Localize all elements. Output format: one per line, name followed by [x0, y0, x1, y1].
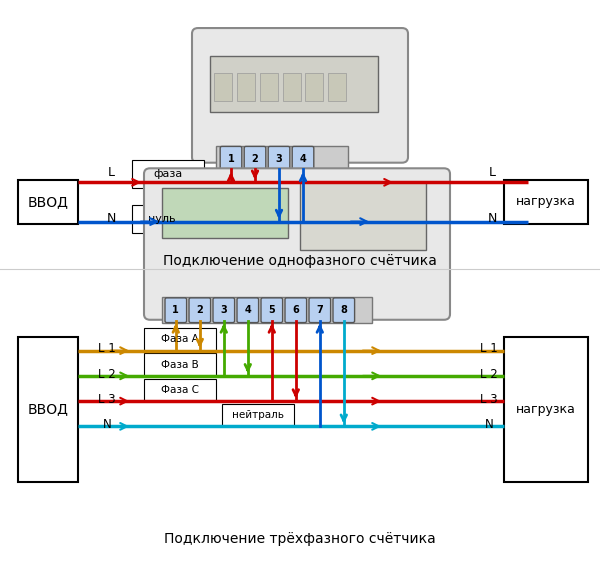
FancyBboxPatch shape [18, 180, 78, 224]
Text: ВВОД: ВВОД [28, 195, 68, 209]
Text: L 2: L 2 [98, 367, 116, 381]
Text: L 3: L 3 [480, 393, 498, 406]
Text: N: N [487, 212, 497, 226]
Text: 2: 2 [196, 305, 203, 315]
FancyBboxPatch shape [144, 328, 216, 351]
Text: нагрузка: нагрузка [516, 403, 576, 416]
Text: 1: 1 [227, 154, 235, 164]
Text: фаза: фаза [154, 169, 182, 179]
Text: L 2: L 2 [480, 367, 498, 381]
FancyBboxPatch shape [260, 73, 278, 101]
FancyBboxPatch shape [237, 73, 255, 101]
FancyBboxPatch shape [237, 298, 259, 323]
FancyBboxPatch shape [214, 73, 232, 101]
Text: L 1: L 1 [480, 342, 498, 356]
Text: Подключение однофазного счётчика: Подключение однофазного счётчика [163, 254, 437, 268]
FancyBboxPatch shape [144, 168, 450, 320]
Text: 8: 8 [340, 305, 347, 315]
Text: L 3: L 3 [98, 393, 116, 406]
FancyBboxPatch shape [220, 146, 242, 171]
FancyBboxPatch shape [222, 404, 294, 426]
Text: L 1: L 1 [98, 342, 116, 356]
FancyBboxPatch shape [18, 337, 78, 482]
Text: N: N [103, 418, 111, 431]
Text: 7: 7 [316, 305, 323, 315]
Text: Фаза А: Фаза А [161, 334, 199, 344]
FancyBboxPatch shape [189, 298, 211, 323]
FancyBboxPatch shape [213, 298, 235, 323]
FancyBboxPatch shape [144, 353, 216, 376]
Text: N: N [106, 212, 116, 226]
FancyBboxPatch shape [144, 379, 216, 401]
FancyBboxPatch shape [305, 73, 323, 101]
FancyBboxPatch shape [216, 146, 348, 171]
FancyBboxPatch shape [283, 73, 301, 101]
FancyBboxPatch shape [162, 188, 288, 238]
Text: Фаза В: Фаза В [161, 360, 199, 370]
Text: Фаза С: Фаза С [161, 385, 199, 395]
FancyBboxPatch shape [300, 182, 426, 250]
FancyBboxPatch shape [333, 298, 355, 323]
FancyBboxPatch shape [244, 146, 266, 171]
Text: 6: 6 [292, 305, 299, 315]
FancyBboxPatch shape [162, 297, 372, 323]
Text: Подключение трёхфазного счётчика: Подключение трёхфазного счётчика [164, 532, 436, 545]
Text: нагрузка: нагрузка [516, 195, 576, 209]
FancyBboxPatch shape [504, 337, 588, 482]
Text: 5: 5 [268, 305, 275, 315]
Text: 3: 3 [275, 154, 283, 164]
Text: 1: 1 [172, 305, 179, 315]
Text: N: N [485, 418, 493, 431]
Text: 4: 4 [299, 154, 307, 164]
FancyBboxPatch shape [268, 146, 290, 171]
FancyBboxPatch shape [292, 146, 314, 171]
Text: 4: 4 [244, 305, 251, 315]
FancyBboxPatch shape [192, 28, 408, 163]
Text: 3: 3 [220, 305, 227, 315]
FancyBboxPatch shape [309, 298, 331, 323]
FancyBboxPatch shape [132, 160, 204, 188]
Text: нуль: нуль [148, 214, 176, 224]
FancyBboxPatch shape [328, 73, 346, 101]
FancyBboxPatch shape [210, 56, 378, 112]
FancyBboxPatch shape [132, 205, 192, 233]
FancyBboxPatch shape [261, 298, 283, 323]
Text: нейтраль: нейтраль [232, 410, 284, 420]
Text: ВВОД: ВВОД [28, 403, 68, 416]
FancyBboxPatch shape [504, 180, 588, 224]
Text: L: L [488, 166, 496, 180]
FancyBboxPatch shape [165, 298, 187, 323]
Text: L: L [107, 166, 115, 180]
FancyBboxPatch shape [285, 298, 307, 323]
Text: 2: 2 [251, 154, 259, 164]
